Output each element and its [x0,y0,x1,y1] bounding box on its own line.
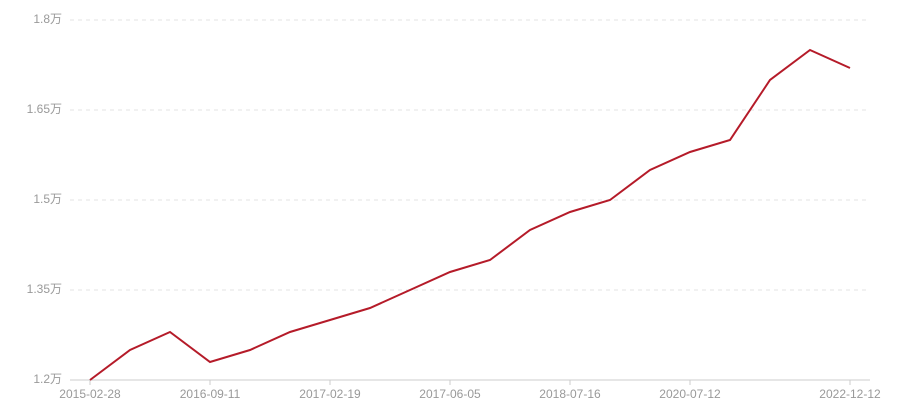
x-tick-label: 2015-02-28 [59,387,121,400]
y-tick-label: 1.5万 [33,192,62,206]
x-tick-label: 2022-12-12 [819,387,881,400]
y-tick-label: 1.2万 [33,372,62,386]
x-tick-label: 2017-02-19 [299,387,361,400]
x-tick-label: 2018-07-16 [539,387,601,400]
y-tick-label: 1.35万 [27,282,62,296]
x-tick-label: 2017-06-05 [419,387,481,400]
y-tick-label: 1.65万 [27,102,62,116]
x-tick-label: 2016-09-11 [180,387,241,400]
line [89,48,851,381]
y-tick-label: 1.8万 [33,12,62,26]
x-tick-label: 2020-07-12 [659,387,721,400]
